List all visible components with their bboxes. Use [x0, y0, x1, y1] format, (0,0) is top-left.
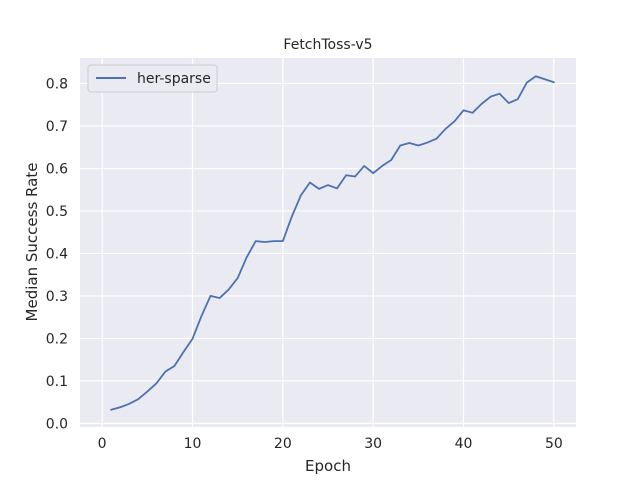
- plot-area: [80, 58, 576, 427]
- x-axis-label: Epoch: [305, 457, 351, 475]
- y-tick-label: 0.1: [46, 374, 68, 390]
- y-tick-label: 0.0: [46, 416, 68, 432]
- series-line-her-sparse: [110, 75, 555, 411]
- y-tick-label: 0.4: [46, 246, 68, 262]
- x-tick-label: 50: [545, 436, 563, 452]
- x-tick-label: 0: [98, 436, 107, 452]
- legend-series-label: her-sparse: [137, 71, 211, 87]
- y-tick-label: 0.5: [46, 204, 68, 220]
- x-tick-label: 10: [184, 436, 202, 452]
- chart-title: FetchToss-v5: [283, 37, 372, 53]
- y-tick-label: 0.8: [46, 76, 68, 92]
- x-tick-label: 30: [364, 436, 382, 452]
- legend-box: [87, 64, 218, 93]
- y-tick-label: 0.2: [46, 331, 68, 347]
- y-tick-label: 0.6: [46, 161, 68, 177]
- grid-lines: [80, 58, 576, 427]
- x-tick-label: 20: [274, 436, 292, 452]
- x-tick-labels: 0 10 20 30 40 50: [98, 436, 563, 452]
- y-axis-label: Median Success Rate: [23, 163, 41, 322]
- series-layer: [110, 75, 555, 411]
- x-tick-label: 40: [455, 436, 473, 452]
- y-tick-labels: 0.0 0.1 0.2 0.3 0.4 0.5 0.6 0.7 0.8: [46, 76, 68, 432]
- y-tick-label: 0.3: [46, 289, 68, 305]
- legend: her-sparse: [87, 64, 218, 93]
- y-tick-label: 0.7: [46, 119, 68, 135]
